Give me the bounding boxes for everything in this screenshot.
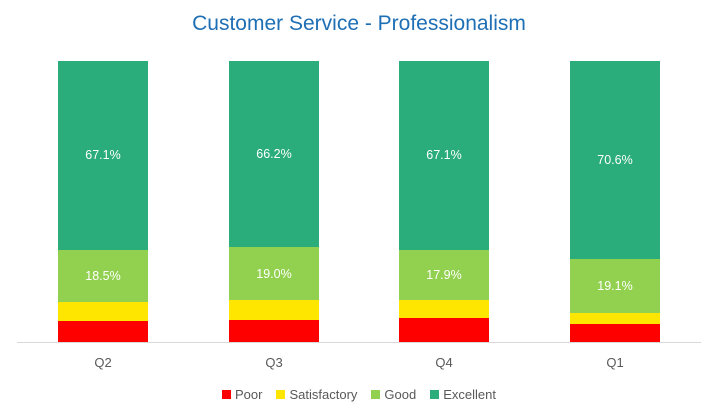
data-label: 67.1% [426, 148, 462, 163]
legend-swatch-icon [371, 390, 381, 399]
legend-item-poor: Poor [222, 387, 262, 402]
data-label: 66.2% [256, 147, 292, 162]
x-tick-label: Q4 [435, 355, 453, 370]
segment-excellent: 67.1% [58, 61, 148, 250]
segment-excellent: 67.1% [399, 61, 489, 250]
legend-item-excellent: Excellent [430, 387, 496, 402]
segment-good: 18.5% [58, 249, 148, 302]
legend-label: Poor [235, 387, 263, 402]
x-tick-label: Q2 [94, 355, 112, 370]
segment-excellent: 66.2% [229, 61, 319, 248]
data-label: 17.9% [426, 267, 462, 282]
legend-label: Excellent [443, 387, 496, 402]
data-label: 19.0% [256, 266, 292, 281]
chart-legend: Poor Satisfactory Good Excellent [0, 387, 718, 402]
x-tick-label: Q3 [265, 355, 283, 370]
segment-satisfactory [229, 300, 319, 321]
legend-swatch-icon [276, 390, 286, 399]
legend-label: Good [384, 387, 417, 402]
segment-poor [399, 317, 489, 342]
segment-good: 19.1% [570, 259, 660, 314]
x-tick-label: Q1 [606, 355, 624, 370]
segment-satisfactory [399, 299, 489, 318]
chart-title: Customer Service - Professionalism [192, 12, 526, 35]
bar-q2: 18.5% 67.1% [58, 61, 148, 342]
segment-excellent: 70.6% [570, 61, 660, 260]
bar-q1: 19.1% 70.6% [570, 61, 660, 342]
segment-poor [570, 324, 660, 342]
bar-q3: 19.0% 66.2% [229, 61, 319, 342]
segment-poor [58, 320, 148, 342]
segment-satisfactory [570, 313, 660, 325]
plot-area: 18.5% 67.1% 19.0% 66.2% 17.9% 67.1% 19.1% 70.6% [17, 61, 701, 342]
segment-good: 19.0% [229, 247, 319, 301]
legend-swatch-icon [430, 390, 440, 399]
legend-item-satisfactory: Satisfactory [276, 387, 357, 402]
bar-q4: 17.9% 67.1% [399, 61, 489, 342]
data-label: 18.5% [85, 268, 121, 283]
x-axis-line [17, 342, 701, 343]
legend-label: Satisfactory [289, 387, 358, 402]
segment-good: 17.9% [399, 249, 489, 300]
data-label: 70.6% [597, 153, 633, 168]
segment-poor [229, 320, 319, 342]
legend-swatch-icon [222, 390, 232, 399]
segment-satisfactory [58, 301, 148, 321]
legend-item-good: Good [371, 387, 416, 402]
data-label: 67.1% [85, 148, 121, 163]
data-label: 19.1% [597, 279, 633, 294]
